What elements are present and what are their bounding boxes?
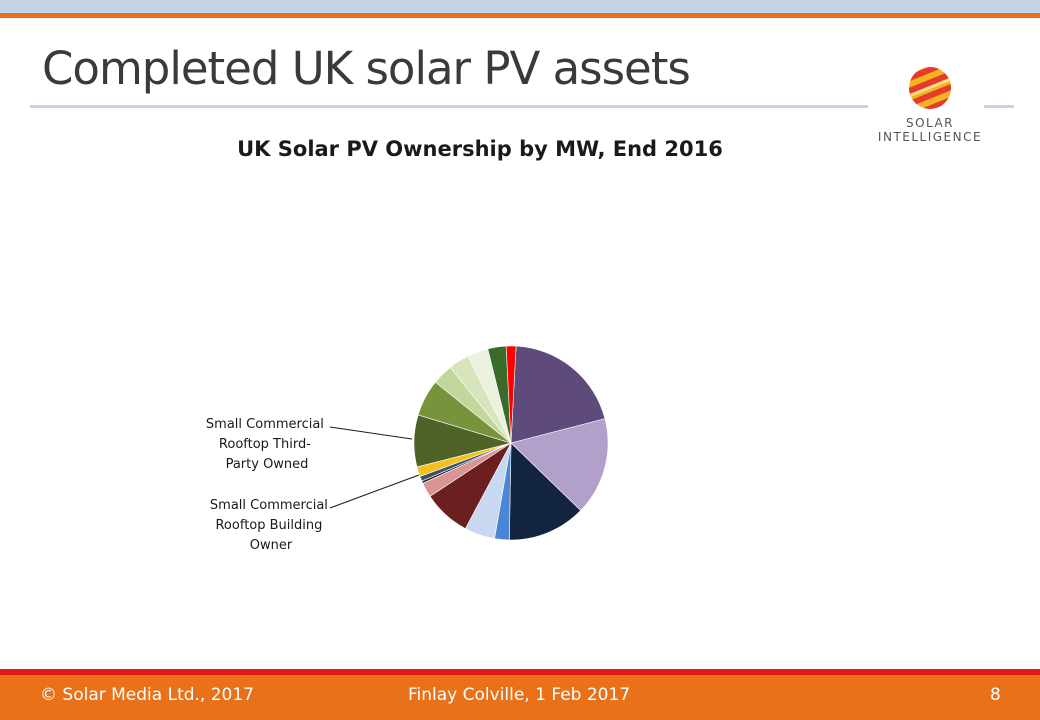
pie-slice-0 — [510, 345, 606, 444]
callout-building-owner-line-3: Owner — [250, 538, 293, 553]
callout-third-party-line-3: Party Owned — [226, 457, 309, 472]
callout-third-party-line-1: Small Commercial — [206, 417, 324, 432]
footer-copyright: © Solar Media Ltd., 2017 — [40, 685, 254, 705]
logo-text-intelligence: INTELLIGENCE — [877, 130, 983, 144]
footer-author-date: Finlay Colville, 1 Feb 2017 — [408, 685, 631, 705]
callout-leader-building-owner — [329, 474, 420, 509]
footer-page-number: 8 — [990, 685, 1001, 705]
pie-slice-16 — [505, 345, 517, 444]
sun-logo-icon — [909, 67, 951, 109]
callout-building-owner-line-2: Rooftop Building — [215, 518, 322, 533]
footer-red-bar — [0, 669, 1040, 675]
callout-label-building-owner: Small Commercial Rooftop Building Owner — [210, 498, 332, 553]
top-band — [0, 0, 1040, 13]
top-accent-bar — [0, 13, 1040, 18]
solar-intelligence-logo: SOLAR INTELLIGENCE — [870, 62, 990, 152]
footer: © Solar Media Ltd., 2017 Finlay Colville… — [0, 675, 1040, 720]
callout-building-owner-line-1: Small Commercial — [210, 498, 328, 513]
slide-title: Completed UK solar PV assets — [42, 42, 691, 95]
title-underline-right — [984, 105, 1014, 108]
callout-leader-third-party — [329, 426, 413, 440]
logo-text-solar: SOLAR — [905, 116, 955, 130]
callout-third-party-line-2: Rooftop Third- — [219, 437, 311, 452]
callout-label-third-party: Small Commercial Rooftop Third- Party Ow… — [206, 417, 328, 472]
pie-slice-1 — [510, 418, 609, 511]
title-underline — [30, 105, 868, 108]
pie-slice-2 — [509, 442, 582, 541]
chart-title: UK Solar PV Ownership by MW, End 2016 — [237, 137, 723, 161]
